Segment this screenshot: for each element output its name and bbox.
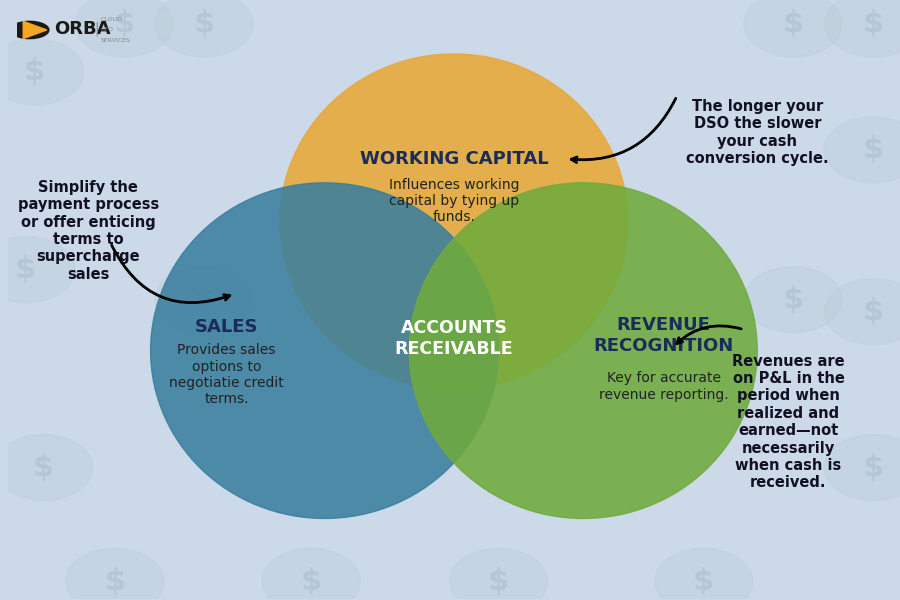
Circle shape (0, 237, 75, 302)
Text: $: $ (33, 453, 54, 482)
Circle shape (0, 39, 84, 105)
Text: Provides sales
options to
negotiatie credit
terms.: Provides sales options to negotiatie cre… (169, 343, 284, 406)
Text: $: $ (301, 567, 322, 596)
Text: SALES: SALES (194, 317, 258, 335)
Text: Influences working
capital by tying up
funds.: Influences working capital by tying up f… (389, 178, 519, 224)
Circle shape (824, 434, 900, 500)
Ellipse shape (410, 183, 757, 518)
Circle shape (66, 548, 164, 600)
Text: $: $ (15, 255, 36, 284)
Circle shape (155, 267, 253, 332)
Circle shape (262, 548, 360, 600)
Circle shape (0, 434, 93, 500)
Text: $: $ (862, 453, 884, 482)
Circle shape (654, 548, 752, 600)
Text: $: $ (194, 285, 215, 314)
Ellipse shape (280, 54, 628, 389)
Text: $: $ (782, 285, 804, 314)
Text: $: $ (488, 567, 509, 596)
Text: $: $ (24, 58, 45, 86)
Circle shape (744, 0, 842, 57)
Circle shape (744, 267, 842, 332)
Text: $: $ (862, 136, 884, 164)
Text: $: $ (113, 10, 134, 38)
Text: WORKING CAPITAL: WORKING CAPITAL (360, 150, 548, 168)
Text: $: $ (194, 10, 215, 38)
Text: ACCOUNTS
RECEIVABLE: ACCOUNTS RECEIVABLE (394, 319, 513, 358)
Circle shape (155, 0, 253, 57)
Text: Revenues are
on P&L in the
period when
realized and
earned—not
necessarily
when : Revenues are on P&L in the period when r… (733, 353, 845, 490)
Ellipse shape (150, 183, 499, 518)
Circle shape (824, 0, 900, 57)
Text: $: $ (104, 567, 125, 596)
Text: REVENUE
RECOGNITION: REVENUE RECOGNITION (593, 316, 734, 355)
Circle shape (824, 279, 900, 344)
Text: $: $ (862, 10, 884, 38)
Text: $: $ (862, 297, 884, 326)
Text: Key for accurate
revenue reporting.: Key for accurate revenue reporting. (598, 371, 728, 401)
Circle shape (824, 117, 900, 183)
Text: The longer your
DSO the slower
your cash
conversion cycle.: The longer your DSO the slower your cash… (686, 99, 829, 166)
Text: Simplify the
payment process
or offer enticing
terms to
supercharge
sales: Simplify the payment process or offer en… (17, 180, 158, 282)
Circle shape (75, 0, 173, 57)
Circle shape (449, 548, 547, 600)
Text: $: $ (693, 567, 715, 596)
Text: $: $ (782, 10, 804, 38)
